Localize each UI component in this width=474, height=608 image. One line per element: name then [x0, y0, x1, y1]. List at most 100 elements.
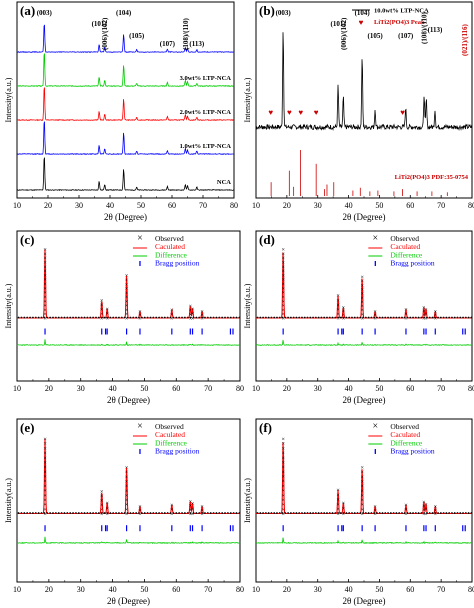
panel-label: (c): [20, 232, 34, 247]
observed-point: ×: [360, 274, 364, 281]
x-tick-label: 10: [252, 585, 260, 594]
observed-point: [281, 316, 284, 319]
ltp-peak-heart-icon: ♥: [268, 108, 273, 117]
observed-point: [276, 512, 278, 514]
observed-point: [339, 316, 342, 319]
legend-label: Observed: [390, 422, 419, 431]
y-axis-label: Intensity(a.u.): [243, 77, 252, 122]
observed-point: ×: [360, 287, 364, 294]
observed-point: [431, 512, 434, 514]
observed-point: [434, 512, 437, 514]
observed-point: [92, 316, 95, 319]
observed-point: ×: [433, 504, 437, 511]
observed-point: ×: [43, 474, 47, 481]
observed-point: ×: [422, 507, 426, 514]
peak-label: (113): [428, 26, 443, 34]
observed-point: [387, 316, 389, 319]
ltp-peak-heart-icon: ♥: [314, 108, 319, 117]
observed-point: ×: [100, 302, 104, 309]
observed-point: [392, 512, 395, 514]
observed-point: ×: [433, 511, 437, 518]
observed-point: ×: [373, 507, 377, 514]
observed-point: [292, 512, 295, 514]
observed-point: [378, 316, 381, 319]
peak-label: (006)/(102): [101, 17, 109, 50]
observed-point: [264, 316, 267, 319]
observed-point: ×: [170, 502, 174, 509]
x-tick-label: 50: [137, 201, 145, 210]
observed-point: [37, 316, 40, 319]
observed-point: [204, 316, 206, 319]
observed-point: ×: [360, 465, 364, 472]
observed-point: [57, 316, 60, 319]
observed-point: [459, 512, 462, 514]
series-label: 1.0wt% LTP-NCA: [180, 143, 232, 150]
xrd-pattern-line: [16, 87, 235, 122]
observed-point: [301, 512, 303, 514]
observed-point: ×: [281, 290, 285, 297]
observed-point: ×: [125, 298, 129, 305]
observed-point: ×: [360, 483, 364, 490]
observed-point: ×: [281, 497, 285, 504]
observed-point: [29, 512, 31, 514]
observed-point: [129, 316, 132, 319]
observed-point: [406, 512, 409, 514]
observed-point: ×: [336, 497, 340, 504]
observed-point: [115, 512, 117, 514]
observed-point: ×: [43, 303, 47, 310]
observed-point: [401, 512, 403, 514]
observed-point: [135, 316, 138, 319]
observed-point: [451, 316, 453, 319]
observed-point: ×: [281, 483, 285, 490]
x-axis-label: 2θ (Degree): [104, 212, 147, 222]
y-axis-label: Intensity(a.u.): [4, 77, 13, 122]
x-axis-label: 2θ (Degree): [342, 596, 385, 606]
observed-point: ×: [360, 497, 364, 504]
observed-point: [284, 512, 287, 514]
observed-point: [467, 316, 470, 319]
observed-point: [456, 316, 459, 319]
observed-point: [132, 512, 135, 514]
observed-point: [106, 512, 109, 514]
x-tick-label: 60: [406, 384, 414, 393]
observed-point: [348, 512, 351, 514]
observed-point: ×: [281, 281, 285, 288]
observed-point: ×: [170, 307, 174, 314]
observed-point: ×: [170, 311, 174, 318]
observed-point: [320, 316, 323, 319]
observed-point: [292, 316, 295, 319]
observed-point: ×: [138, 504, 142, 511]
observed-point: ×: [373, 316, 377, 323]
observed-point: [389, 512, 392, 514]
x-tick-label: 20: [283, 201, 291, 210]
observed-point: ×: [404, 307, 408, 314]
observed-point: [183, 316, 186, 319]
observed-point: [17, 512, 20, 514]
observed-point: ×: [200, 507, 204, 514]
peak-label: (108)/(110): [421, 11, 429, 44]
calculated-line: [256, 252, 472, 319]
observed-point: ×: [281, 469, 285, 476]
observed-point: ×: [43, 445, 47, 452]
observed-point: [373, 316, 376, 319]
x-tick-label: 70: [204, 585, 212, 594]
observed-point: [359, 316, 362, 319]
observed-point: ×: [43, 277, 47, 284]
observed-point: [52, 316, 54, 319]
observed-point: [270, 512, 273, 514]
observed-point: ×: [138, 316, 142, 323]
observed-point: ×: [281, 450, 285, 457]
observed-point: ×: [281, 272, 285, 279]
observed-point: [439, 512, 442, 514]
legend-label: Difference: [155, 250, 188, 259]
observed-point: [464, 316, 467, 319]
observed-point: [462, 316, 464, 319]
x-tick-label: 20: [44, 201, 52, 210]
observed-point: [206, 316, 209, 319]
observed-point: [183, 512, 186, 514]
observed-point: ×: [43, 502, 47, 509]
observed-point: [129, 512, 132, 514]
observed-point: [49, 316, 52, 319]
observed-point: [100, 512, 103, 514]
observed-point: [32, 512, 34, 514]
